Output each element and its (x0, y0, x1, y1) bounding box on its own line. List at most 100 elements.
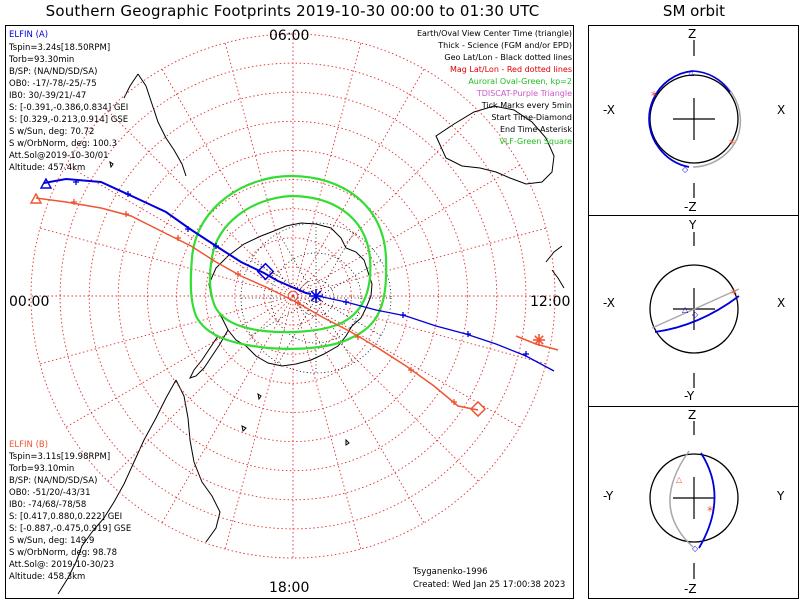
axis-label-bottom: -Z (684, 200, 697, 214)
legend-item: Start Time-Diamond (491, 113, 572, 122)
elfin-b-line: OB0: -51/20/-43/31 (9, 488, 91, 498)
orbit-b-trace (692, 70, 731, 93)
sm-orbit-xz: * * △ ◇ Z -Z -X X (603, 27, 785, 214)
axis-label-left: -Y (603, 489, 614, 503)
end-marker: * (729, 137, 735, 151)
elfin-b-line: S w/Sun, deg: 149.9 (9, 536, 94, 546)
axis-label-left: -X (603, 296, 615, 310)
southern-africa-coastline (123, 73, 187, 177)
elfin-a-center-asterisk (310, 290, 322, 302)
end-marker: * (707, 504, 713, 518)
mag-lon-line (292, 42, 362, 297)
model-credit: Tsyganenko-1996 (412, 567, 488, 577)
axis-label-right: X (777, 103, 785, 117)
elfin-a-start-diamond (256, 262, 275, 281)
islands-coastline (109, 160, 350, 446)
geographic-lat-lon-grid (240, 222, 392, 374)
axis-label-top: Z (688, 27, 696, 41)
sm-orbit-yz-panel: * △ ◇ Z -Z -Y Y (588, 406, 799, 599)
elfin-a-line: Att.Sol@2019-10-30/01 (9, 151, 109, 161)
elfin-a-name: ELFIN (A) (9, 30, 48, 40)
axis-label-right: Y (776, 489, 785, 503)
legend-item: Thick - Science (FGM and/or EPD) (437, 41, 572, 50)
orbit-ground-trace (651, 288, 740, 329)
axis-label-top: Z (688, 408, 696, 422)
earth-circle (649, 453, 739, 543)
elfin-a-info: ELFIN (A) Tspin=3.24s[18.50RPM] Torb=93.… (8, 30, 128, 173)
sm-orbit-title: SM orbit (662, 2, 726, 20)
elfin-a-track (43, 177, 312, 295)
sm-orbit-xy-panel: * △ ◇ Y -Y -X X (588, 215, 799, 407)
auroral-oval-inner (208, 194, 372, 334)
geo-lat-circle (240, 222, 392, 374)
elfin-b-line: S: [-0.887,-0.475,0.919] GSE (9, 524, 131, 534)
mag-lon-line (65, 164, 294, 297)
elfin-b-line: Altitude: 458.3km (9, 572, 85, 582)
footprint-map-panel: 06:00 00:00 12:00 18:00 ELFIN (A) Tspin=… (5, 25, 574, 599)
elfin-a-line: IB0: 30/-39/21/-47 (9, 91, 86, 101)
sm-orbit-xz-panel: * * △ ◇ Z -Z -X X (588, 25, 799, 216)
auroral-oval (189, 174, 388, 350)
clock-labels: 06:00 00:00 12:00 18:00 (9, 28, 570, 596)
legend-item: Mag Lat/Lon - Red dotted lines (450, 65, 572, 74)
mag-lat-circle (88, 91, 498, 501)
elfin-a-line: Torb=93.30min (8, 55, 74, 65)
mag-lon-line (292, 295, 479, 482)
antarctica-coastline (208, 222, 373, 367)
elfin-b-line: Att.Sol@: 2019-10-30/23 (9, 560, 114, 570)
axes-crosshair (673, 421, 715, 579)
diamond-marker: ◇ (692, 544, 699, 553)
geo-lon-line (315, 232, 354, 299)
legend-item: TDISCAT-Purple Triangle (476, 89, 572, 98)
auroral-oval-outer (189, 174, 388, 350)
footprint-map: 06:00 00:00 12:00 18:00 ELFIN (A) Tspin=… (8, 28, 572, 596)
coastlines (57, 73, 565, 595)
magnetic-lat-lon-grid (30, 33, 556, 559)
clock-label-top: 06:00 (269, 28, 309, 44)
elfin-a-line: B/SP: (NA/ND/SD/SA) (9, 67, 97, 77)
axis-label-bottom: -Y (684, 389, 695, 403)
axis-label-bottom: -Z (684, 582, 697, 596)
legend-item: Tick Marks every 5min (481, 101, 572, 110)
elfin-a-line: S w/OrbNorm, deg: 100.3 (9, 139, 117, 149)
elfin-b-line: S: [0.417,0.880,0.222] GEI (9, 512, 122, 522)
south-america-coastline (57, 379, 221, 595)
elfin-b-info: ELFIN (B) Tspin=3.11s[19.98RPM] Torb=93.… (8, 440, 131, 582)
earth-circle (649, 264, 739, 354)
elfin-b-start-diamond (469, 400, 487, 418)
elfin-a-line: S: [0.329,-0.213,0.914] GSE (9, 115, 128, 125)
mag-lat-circle (146, 149, 440, 443)
footprint-tracks (29, 177, 559, 418)
elfin-b-line: S w/OrbNorm, deg: 98.78 (9, 548, 117, 558)
legend-item: Auroral Oval-Green, kp=2 (468, 77, 572, 86)
elfin-b-name: ELFIN (B) (9, 440, 48, 450)
geo-lat-circle (270, 252, 362, 344)
legend-item: Geo Lat/Lon - Black dotted lines (444, 53, 572, 62)
legend-item: Earth/Oval View Center Time (triangle) (417, 29, 572, 38)
elfin-b-line: Torb=93.10min (8, 464, 74, 474)
orbit-science-trace (654, 295, 740, 333)
end-marker: * (731, 287, 737, 301)
mag-lon-line (107, 110, 294, 297)
clock-label-right: 12:00 (530, 294, 570, 310)
sm-orbit-xy: * △ ◇ Y -Y -X X (603, 218, 785, 403)
axes-crosshair (673, 40, 715, 198)
elfin-b-end-asterisk (534, 335, 544, 345)
mag-lon-line (292, 227, 547, 297)
diamond-marker: ◇ (682, 165, 689, 174)
mag-lat-circle (205, 208, 381, 384)
australia-coastline (435, 105, 555, 185)
created-timestamp: Created: Wed Jan 25 17:00:38 2023 (413, 580, 565, 590)
elfin-b-line: Tspin=3.11s[19.98RPM] (8, 452, 110, 462)
axis-label-left: -X (603, 103, 615, 117)
legend-item: End Time-Asterisk (500, 125, 572, 134)
antarctic-peninsula-coastline (189, 329, 229, 379)
mag-lat-circle (117, 120, 469, 472)
elfin-a-line: Altitude: 457.4km (9, 163, 85, 173)
elfin-a-line: S: [-0.391,-0.386,0.834] GEI (9, 103, 128, 113)
new-zealand-coastline (545, 245, 565, 289)
axis-label-right: X (777, 296, 785, 310)
start-marker: * (651, 89, 657, 103)
diamond-marker: ◇ (692, 310, 699, 319)
elfin-a-line: Tspin=3.24s[18.50RPM] (8, 43, 110, 53)
